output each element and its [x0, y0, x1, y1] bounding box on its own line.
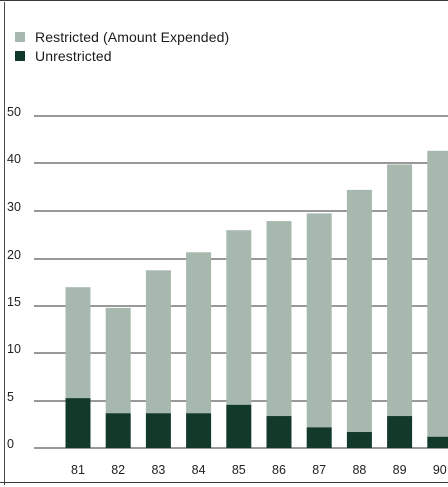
- x-tick-label: 84: [192, 463, 206, 477]
- legend-swatch-restricted: [15, 31, 25, 42]
- x-tick-label: 89: [393, 463, 407, 477]
- bar-unrestricted-87: [306, 427, 332, 448]
- x-tick-label: 85: [232, 463, 246, 477]
- top-rule: [0, 0, 448, 1]
- bar-restricted-88: [346, 189, 372, 433]
- bar-unrestricted-81: [65, 398, 91, 448]
- y-tick-label: 50: [7, 105, 21, 119]
- y-tick-label: 0: [7, 437, 14, 451]
- bottom-rule: [0, 482, 448, 483]
- y-tick-label: 10: [7, 342, 21, 356]
- bar-unrestricted-82: [105, 413, 131, 448]
- bar-restricted-85: [226, 230, 252, 405]
- bar-restricted-89: [387, 164, 413, 417]
- x-tick-label: 88: [352, 463, 366, 477]
- y-tick-label: 5: [7, 390, 14, 404]
- legend-item-restricted: Restricted (Amount Expended): [15, 27, 229, 46]
- x-tick-label: 82: [111, 463, 125, 477]
- x-tick-label: 90: [433, 463, 447, 477]
- left-border: [4, 2, 5, 485]
- x-tick-label: 81: [71, 463, 85, 477]
- bar-unrestricted-84: [186, 413, 212, 448]
- bar-restricted-84: [186, 252, 212, 414]
- legend-item-unrestricted: Unrestricted: [15, 46, 229, 65]
- legend-swatch-unrestricted: [15, 50, 25, 61]
- legend-label-restricted: Restricted (Amount Expended): [35, 28, 230, 45]
- y-tick-label: 15: [7, 295, 21, 309]
- y-axis-ticks: 0 5 10 15 20 30 40 50: [7, 105, 21, 451]
- bars: [65, 150, 448, 448]
- bar-unrestricted-90: [427, 436, 448, 448]
- y-tick-label: 20: [7, 248, 21, 262]
- bar-restricted-82: [105, 307, 131, 414]
- chart-legend: Restricted (Amount Expended) Unrestricte…: [15, 27, 229, 65]
- bar-unrestricted-83: [145, 413, 171, 448]
- bar-restricted-86: [266, 221, 292, 417]
- bar-restricted-83: [145, 270, 171, 414]
- y-tick-label: 30: [7, 200, 21, 214]
- x-tick-label: 83: [151, 463, 165, 477]
- bar-restricted-87: [306, 213, 332, 428]
- x-axis-ticks: 81 82 83 84 85 86 87 88 89 90: [71, 463, 447, 477]
- bar-unrestricted-85: [226, 404, 252, 448]
- bar-unrestricted-89: [387, 416, 413, 448]
- bar-unrestricted-86: [266, 416, 292, 448]
- x-tick-label: 86: [272, 463, 286, 477]
- legend-label-unrestricted: Unrestricted: [35, 47, 112, 64]
- bar-unrestricted-88: [346, 432, 372, 448]
- bar-restricted-90: [427, 150, 448, 437]
- x-tick-label: 87: [312, 463, 326, 477]
- bar-restricted-81: [65, 287, 91, 399]
- y-tick-label: 40: [7, 152, 21, 166]
